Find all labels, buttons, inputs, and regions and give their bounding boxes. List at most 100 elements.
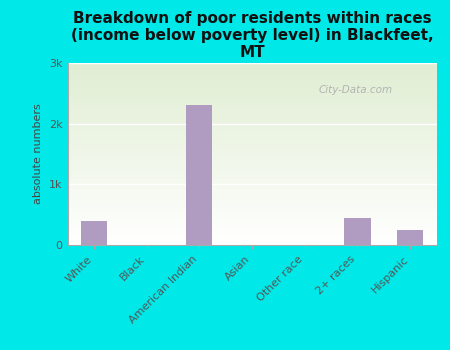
Bar bbox=[68, 192, 436, 193]
Bar bbox=[68, 106, 436, 107]
Bar bbox=[68, 92, 436, 93]
Bar bbox=[68, 111, 436, 112]
Bar bbox=[68, 159, 436, 160]
Bar bbox=[68, 132, 436, 133]
Y-axis label: absolute numbers: absolute numbers bbox=[33, 104, 44, 204]
Bar bbox=[68, 158, 436, 159]
Bar bbox=[68, 242, 436, 243]
Bar bbox=[68, 75, 436, 76]
Bar bbox=[68, 121, 436, 122]
Bar bbox=[68, 73, 436, 74]
Bar bbox=[68, 87, 436, 88]
Bar bbox=[68, 194, 436, 195]
Bar bbox=[68, 172, 436, 173]
Title: Breakdown of poor residents within races
(income below poverty level) in Blackfe: Breakdown of poor residents within races… bbox=[71, 10, 433, 61]
Bar bbox=[68, 180, 436, 181]
Bar bbox=[68, 145, 436, 146]
Bar bbox=[68, 217, 436, 218]
Bar bbox=[68, 216, 436, 217]
Bar bbox=[68, 89, 436, 90]
Bar bbox=[68, 114, 436, 115]
Bar bbox=[68, 165, 436, 166]
Bar bbox=[68, 182, 436, 183]
Bar bbox=[68, 117, 436, 118]
Bar bbox=[68, 191, 436, 192]
Bar bbox=[68, 99, 436, 100]
Bar bbox=[68, 119, 436, 120]
Bar bbox=[68, 174, 436, 175]
Bar bbox=[68, 141, 436, 142]
Bar bbox=[68, 86, 436, 87]
Bar bbox=[68, 199, 436, 201]
Bar bbox=[68, 244, 436, 245]
Bar bbox=[68, 176, 436, 177]
Bar bbox=[68, 65, 436, 66]
Bar bbox=[68, 227, 436, 228]
Bar bbox=[68, 139, 436, 140]
Bar bbox=[68, 229, 436, 230]
Bar bbox=[68, 203, 436, 204]
Bar bbox=[68, 230, 436, 231]
Bar bbox=[68, 183, 436, 184]
Bar bbox=[68, 97, 436, 98]
Bar bbox=[68, 161, 436, 162]
Bar bbox=[68, 136, 436, 137]
Bar bbox=[68, 68, 436, 69]
Bar bbox=[68, 178, 436, 180]
Bar bbox=[68, 80, 436, 81]
Bar bbox=[68, 108, 436, 110]
Bar bbox=[68, 160, 436, 161]
Bar bbox=[81, 221, 107, 245]
Bar bbox=[68, 228, 436, 229]
Bar bbox=[68, 168, 436, 169]
Bar bbox=[68, 71, 436, 72]
Bar bbox=[68, 157, 436, 158]
Bar bbox=[68, 78, 436, 79]
Bar bbox=[68, 112, 436, 113]
Bar bbox=[68, 84, 436, 85]
Bar bbox=[68, 181, 436, 182]
Bar bbox=[68, 105, 436, 106]
Bar bbox=[68, 131, 436, 132]
Bar bbox=[68, 173, 436, 174]
Bar bbox=[68, 101, 436, 102]
Bar bbox=[397, 230, 423, 245]
Bar bbox=[68, 85, 436, 86]
Bar bbox=[68, 201, 436, 202]
Bar bbox=[68, 143, 436, 144]
Bar bbox=[68, 133, 436, 134]
Bar bbox=[68, 128, 436, 130]
Bar bbox=[68, 81, 436, 82]
Bar bbox=[68, 100, 436, 101]
Bar bbox=[344, 218, 371, 245]
Bar bbox=[68, 236, 436, 237]
Bar bbox=[68, 218, 436, 219]
Bar bbox=[68, 152, 436, 153]
Bar bbox=[68, 215, 436, 216]
Bar bbox=[68, 211, 436, 212]
Bar bbox=[68, 153, 436, 154]
Bar bbox=[68, 223, 436, 224]
Bar bbox=[68, 148, 436, 149]
Bar bbox=[68, 82, 436, 83]
Bar bbox=[68, 116, 436, 117]
Bar bbox=[68, 175, 436, 176]
Bar bbox=[68, 77, 436, 78]
Bar bbox=[68, 115, 436, 116]
Bar bbox=[68, 130, 436, 131]
Bar bbox=[68, 184, 436, 185]
Bar bbox=[68, 91, 436, 92]
Bar bbox=[68, 202, 436, 203]
Bar bbox=[68, 95, 436, 96]
Bar bbox=[68, 188, 436, 189]
Bar bbox=[68, 90, 436, 91]
Bar bbox=[68, 235, 436, 236]
Bar bbox=[68, 206, 436, 207]
Bar bbox=[68, 210, 436, 211]
Bar bbox=[68, 83, 436, 84]
Bar bbox=[68, 226, 436, 227]
Bar bbox=[68, 171, 436, 172]
Bar bbox=[68, 224, 436, 225]
Bar bbox=[68, 163, 436, 164]
Bar bbox=[68, 219, 436, 220]
